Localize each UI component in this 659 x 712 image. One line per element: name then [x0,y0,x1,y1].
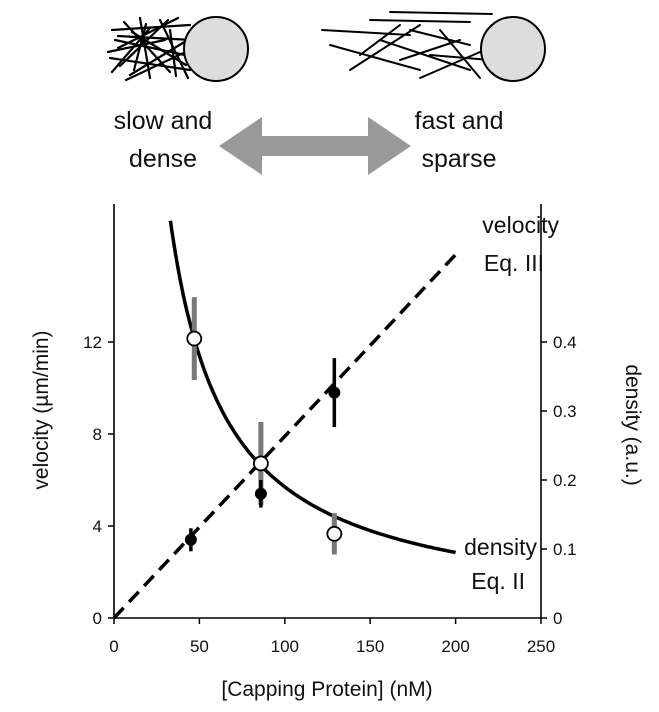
y-tick-label: 12 [83,333,102,352]
velocity-fit-line [112,253,457,620]
left-y-ticks: 0 4 8 12 [83,333,114,628]
x-tick-label: 200 [441,637,469,656]
left-caption-line2: dense [129,145,197,173]
density-point [326,525,343,542]
density-points [186,297,343,555]
right-y-ticks: 0 0.1 0.2 0.3 0.4 [541,333,577,628]
y2-axis-title: density (a.u.) [621,364,644,485]
velocity-point [328,386,341,399]
annotation-density-line1: density [464,534,537,560]
bead-right [480,16,546,82]
annotation-velocity-line2: Eq. III [484,250,544,276]
double-arrow [219,117,411,175]
annotation-velocity-line1: velocity [482,212,559,238]
y2-tick-label: 0.2 [553,471,577,490]
y2-tick-label: 0.3 [553,402,577,421]
x-tick-label: 150 [356,637,384,656]
y-tick-label: 8 [93,425,102,444]
right-caption-line1: fast and [415,107,504,135]
velocity-point [184,533,197,546]
x-ticks: 0 50 100 150 200 250 [109,618,555,656]
y2-tick-label: 0.1 [553,540,577,559]
y-tick-label: 0 [93,609,102,628]
velocity-points [184,358,341,552]
dense-filament-network [106,16,198,82]
y2-tick-label: 0.4 [553,333,577,352]
right-caption-line2: sparse [421,145,496,173]
bead-left [183,16,249,82]
x-axis-title: [Capping Protein] (nM) [221,678,432,701]
schematic: slow and dense fast and sparse [106,11,546,175]
chart: 0 50 100 150 200 250 0 4 8 12 0 0.1 0.2 0.3 0.4 [Cap… [30,204,644,701]
velocity-point [254,487,267,500]
x-tick-label: 250 [527,637,555,656]
density-point [186,330,203,347]
x-tick-label: 0 [109,637,118,656]
y-axis-title: velocity (µm/min) [30,330,53,489]
density-point [252,455,269,472]
x-tick-label: 100 [271,637,299,656]
y2-tick-label: 0 [553,609,562,628]
annotation-density-line2: Eq. II [471,568,525,594]
y-tick-label: 4 [93,517,102,536]
left-caption-line1: slow and [114,107,213,135]
density-fit-line [168,220,457,555]
x-tick-label: 50 [190,637,209,656]
sparse-filament-network [321,11,493,79]
